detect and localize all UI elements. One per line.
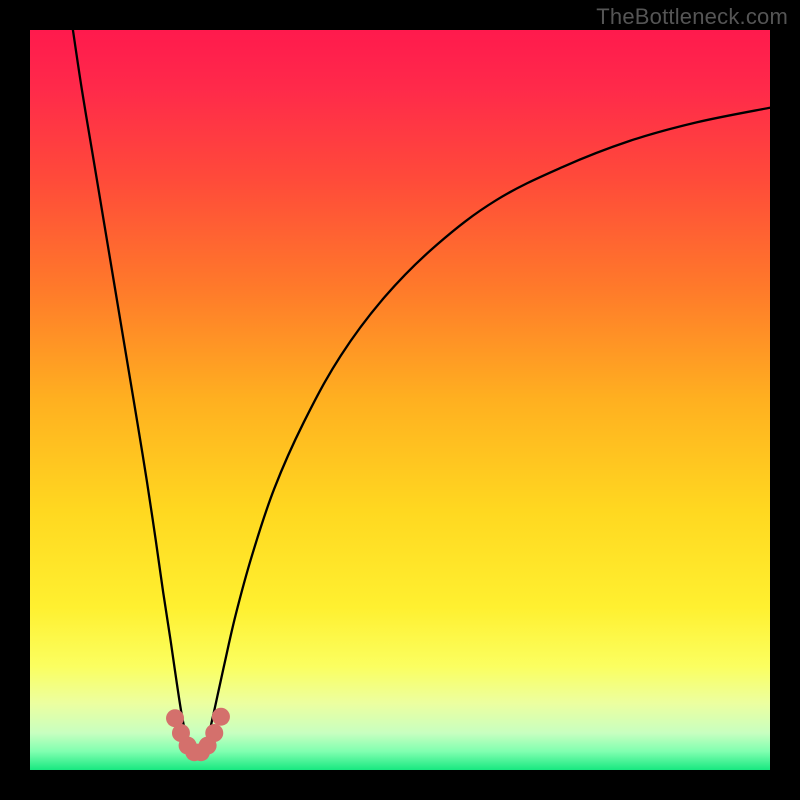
plot-svg — [30, 30, 770, 770]
marker-point — [212, 708, 230, 726]
plot-area — [30, 30, 770, 770]
watermark-label: TheBottleneck.com — [596, 4, 788, 30]
plot-background — [30, 30, 770, 770]
marker-point — [205, 724, 223, 742]
chart-stage: TheBottleneck.com — [0, 0, 800, 800]
